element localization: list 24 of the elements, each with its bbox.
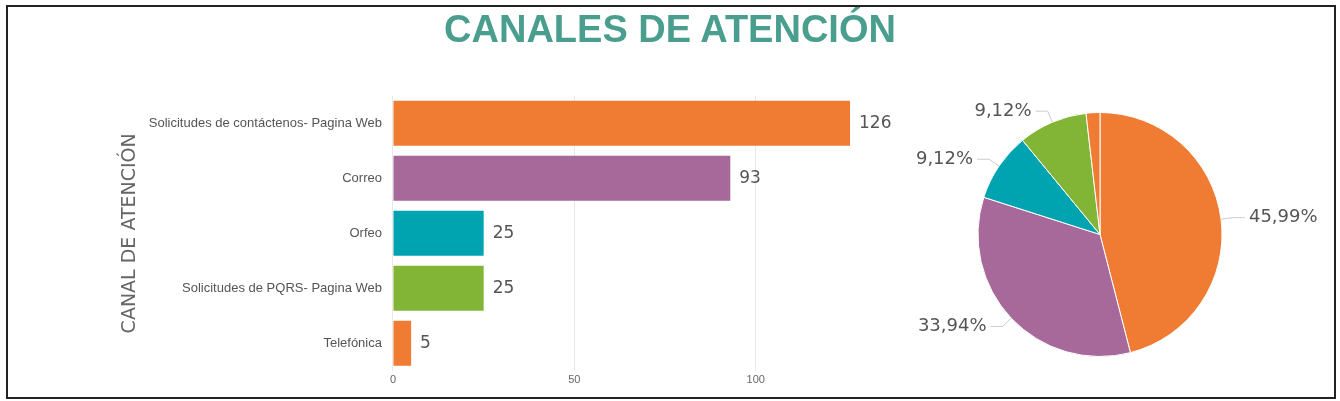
data-label: 9,12% — [915, 146, 974, 168]
data-label: 45,99% — [1248, 205, 1318, 227]
bar — [393, 210, 484, 256]
y-tick-label: Solicitudes de PQRS- Pagina Web — [182, 279, 382, 295]
bar — [393, 320, 412, 366]
y-axis-title: CANAL DE ATENCIÓN — [116, 133, 140, 334]
y-tick-label: Correo — [342, 169, 382, 185]
data-label: 25 — [492, 221, 515, 242]
data-label: 33,94% — [917, 314, 987, 336]
chart-title: CANALES DE ATENCIÓN — [443, 8, 897, 51]
y-tick-label: Orfeo — [349, 224, 382, 240]
x-tick-label: 50 — [568, 373, 581, 386]
x-tick-label: 0 — [389, 373, 397, 386]
data-label: 9,12% — [974, 98, 1032, 120]
bar — [393, 100, 850, 146]
data-label: 25 — [492, 276, 515, 297]
data-label: 93 — [739, 166, 761, 187]
data-label: 5 — [420, 331, 431, 352]
data-label: 126 — [859, 111, 892, 132]
bar — [393, 155, 731, 201]
y-tick-label: Telefónica — [323, 334, 383, 350]
x-tick-label: 100 — [746, 373, 765, 386]
bar — [393, 265, 484, 311]
y-tick-label: Solicitudes de contáctenos- Pagina Web — [148, 114, 382, 130]
